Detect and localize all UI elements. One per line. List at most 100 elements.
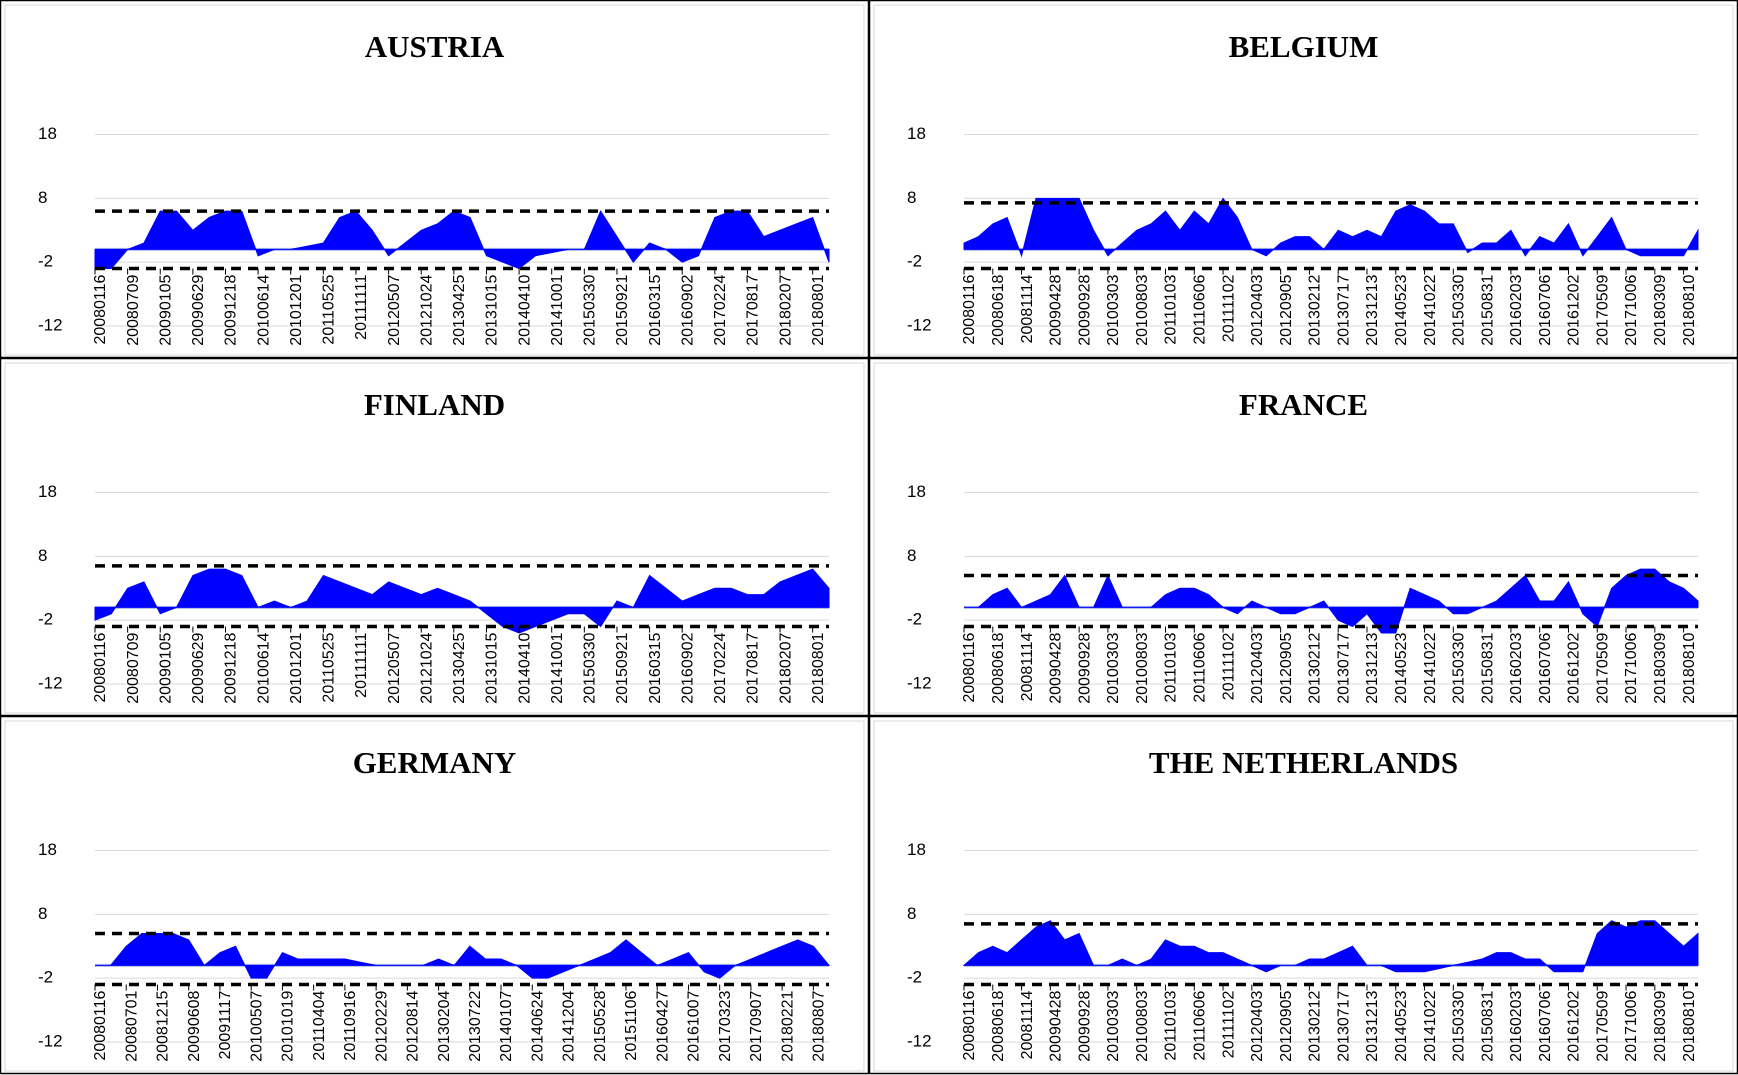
x-tick-label: 20150831: [1479, 990, 1496, 1061]
x-tick-label: 20170907: [748, 990, 765, 1061]
panel-border: [0, 715, 870, 1075]
x-tick-label: 20110525: [321, 632, 338, 702]
y-tick-label: -12: [907, 673, 932, 692]
x-tick-label: 20080116: [92, 990, 109, 1060]
y-tick-label: 8: [907, 188, 916, 207]
y-tick-label: -12: [38, 673, 63, 692]
x-tick-label: 20141001: [549, 274, 566, 345]
x-tick-label: 20110606: [1191, 632, 1208, 702]
panel-inner-border: [4, 720, 865, 1072]
x-tick-label: 20101019: [280, 990, 297, 1061]
y-tick-label: 18: [38, 840, 57, 859]
x-tick-label: 20111111: [353, 274, 370, 339]
x-tick-label: 20140523: [1393, 632, 1410, 703]
x-tick-label: 20100507: [248, 990, 265, 1061]
x-tick-label: 20180309: [1652, 274, 1669, 345]
x-tick-label: 20131015: [484, 632, 501, 703]
x-tick-label: 20130204: [436, 990, 453, 1061]
x-tick-label: 20120814: [405, 990, 422, 1061]
y-tick-label: -12: [38, 1031, 63, 1050]
x-tick-label: 20111102: [1220, 632, 1237, 700]
x-tick-label: 20081114: [1019, 274, 1036, 343]
x-tick-label: 20091218: [223, 632, 240, 703]
x-tick-label: 20160706: [1537, 632, 1554, 703]
chart-panel: THE NETHERLANDS 18 8 -2 -12 20080116 20080618 2…: [868, 715, 1738, 1075]
x-tick-label: 20100803: [1134, 990, 1151, 1061]
area: [962, 920, 1699, 973]
chart-panel: FRANCE 18 8 -2 -12 20080116 20080618 20081114 20…: [868, 357, 1738, 717]
x-tick-label: 20160315: [647, 274, 664, 345]
x-tick-label: 20140410: [516, 274, 533, 345]
x-tick-label: 20080709: [125, 632, 142, 703]
x-tick-label: 20130425: [451, 632, 468, 703]
x-tick-label: 20101201: [288, 632, 305, 703]
x-tick-label: 20130717: [1335, 274, 1352, 345]
panel-inner-border: [873, 720, 1734, 1072]
x-tick-label: 20150330: [582, 632, 599, 703]
x-tick-label: 20081215: [155, 990, 172, 1061]
x-tick-label: 20081114: [1019, 990, 1036, 1059]
x-tick-label: 20100303: [1105, 990, 1122, 1061]
x-tick-label: 20091218: [223, 274, 240, 345]
x-tick-label: 20080116: [961, 632, 978, 702]
x-tick-label: 20091117: [217, 990, 234, 1059]
x-tick-label: 20161007: [686, 990, 703, 1061]
x-tick-label: 20100303: [1105, 274, 1122, 345]
x-tick-label: 20141204: [561, 990, 578, 1061]
x-tick-label: 20140410: [516, 632, 533, 703]
chart-title: FINLAND: [364, 387, 505, 422]
area: [963, 197, 1699, 258]
x-tick-label: 20120507: [386, 274, 403, 345]
x-tick-label: 20120905: [1278, 274, 1295, 345]
x-tick-label: 20160203: [1508, 632, 1525, 703]
x-tick-label: 20090629: [190, 274, 207, 345]
x-tick-label: 20150921: [614, 274, 631, 345]
y-tick-label: -12: [907, 1031, 932, 1050]
y-tick-label: -12: [38, 315, 63, 334]
x-tick-label: 20120403: [1249, 274, 1266, 345]
x-tick-label: 20161202: [1566, 274, 1583, 345]
x-tick-label: 20170224: [712, 632, 729, 703]
x-tick-label: 20180807: [811, 990, 828, 1061]
y-tick-label: 18: [38, 482, 57, 501]
x-tick-label: 20130212: [1307, 632, 1324, 703]
x-tick-label: 20120905: [1278, 632, 1295, 703]
chart-title: FRANCE: [1239, 387, 1368, 422]
x-tick-label: 20130722: [467, 990, 484, 1061]
chart-panel: GERMANY 18 8 -2 -12 20080116 20080701 20081215 2…: [0, 715, 870, 1075]
x-tick-label: 20110525: [321, 274, 338, 344]
panel-border: [0, 357, 870, 717]
x-tick-label: 20180309: [1652, 990, 1669, 1061]
x-tick-label: 20080709: [125, 274, 142, 345]
x-tick-label: 20160902: [679, 632, 696, 703]
chart-title: GERMANY: [353, 745, 517, 780]
x-tick-label: 20170509: [1594, 274, 1611, 345]
x-tick-label: 20121024: [418, 632, 435, 703]
x-tick-label: 20180810: [1681, 274, 1698, 345]
x-tick-label: 20150831: [1479, 632, 1496, 703]
panel-border: [0, 0, 870, 359]
x-tick-label: 20141022: [1422, 632, 1439, 703]
x-tick-label: 20150831: [1479, 274, 1496, 345]
y-tick-label: 8: [38, 188, 47, 207]
x-tick-label: 20161202: [1566, 990, 1583, 1061]
y-tick-label: 8: [907, 904, 916, 923]
x-tick-label: 20090428: [1048, 274, 1065, 345]
area: [94, 210, 830, 270]
x-tick-label: 20150330: [1451, 990, 1468, 1061]
y-tick-label: -2: [38, 610, 53, 629]
y-tick-label: 18: [907, 840, 926, 859]
x-tick-label: 20180810: [1681, 990, 1698, 1061]
chart-title: AUSTRIA: [365, 29, 505, 64]
x-tick-label: 20080116: [92, 632, 109, 702]
y-tick-label: -2: [907, 968, 922, 987]
x-tick-label: 20150330: [582, 274, 599, 345]
x-tick-label: 20110916: [342, 990, 359, 1060]
x-tick-label: 20170323: [717, 990, 734, 1061]
x-tick-label: 20131213: [1364, 274, 1381, 345]
x-tick-label: 20080116: [92, 274, 109, 344]
area: [94, 568, 830, 634]
x-tick-label: 20090928: [1076, 990, 1093, 1061]
x-tick-label: 20141022: [1422, 990, 1439, 1061]
